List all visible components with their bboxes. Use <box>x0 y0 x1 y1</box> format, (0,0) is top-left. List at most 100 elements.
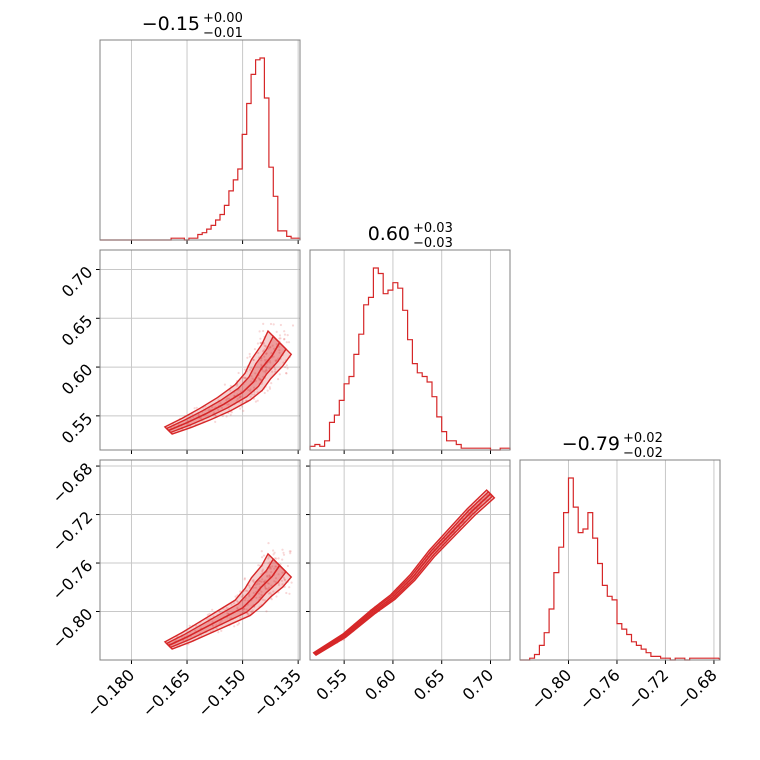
tick-label-y: −0.76 <box>48 556 96 604</box>
scatter-point <box>289 552 292 555</box>
scatter-point <box>188 624 191 627</box>
scatter-point <box>282 576 285 579</box>
scatter-point <box>249 380 253 383</box>
scatter-point <box>274 565 277 568</box>
scatter-point <box>267 557 270 560</box>
scatter-point <box>273 347 276 350</box>
panel-frame <box>309 249 511 451</box>
scatter-point <box>264 344 267 347</box>
title-minus-2: −0.02 <box>623 446 663 461</box>
scatter-point <box>278 351 281 354</box>
scatter-point <box>282 551 285 554</box>
tick-label-x: 0.70 <box>459 665 498 704</box>
density-contour-outer <box>163 329 293 435</box>
scatter-point <box>211 406 214 409</box>
density-ridge <box>314 493 492 655</box>
scatter-point <box>214 420 217 423</box>
tick-label-y: 0.65 <box>58 311 97 350</box>
scatter-point <box>208 612 211 615</box>
scatter-panel-0-1: 0.55 0.60 0.65 0.70 <box>58 249 301 454</box>
scatter-point <box>278 373 281 376</box>
scatter-point <box>257 592 261 595</box>
tick-label-y: −0.72 <box>48 507 96 555</box>
scatter-point <box>275 595 278 598</box>
scatter-point <box>264 587 267 590</box>
scatter-point <box>290 581 293 584</box>
scatter-point <box>265 352 268 356</box>
scatter-point <box>263 599 267 602</box>
scatter-point <box>264 365 267 368</box>
scatter-point <box>214 414 217 417</box>
scatter-point <box>187 422 190 425</box>
title-minus-1: −0.03 <box>413 236 453 251</box>
scatter-point <box>260 593 263 596</box>
scatter-point <box>263 580 266 583</box>
scatter-point <box>247 388 250 392</box>
scatter-point <box>281 558 284 561</box>
scatter-point <box>248 352 251 356</box>
scatter-point <box>243 577 246 580</box>
scatter-point <box>272 323 275 326</box>
scatter-point <box>271 344 274 347</box>
scatter-point <box>243 376 246 379</box>
histogram-panel-0 <box>99 39 301 244</box>
scatter-point <box>274 359 277 363</box>
scatter-point <box>288 586 291 589</box>
scatter-point <box>264 579 267 582</box>
title-param-0: −0.15 +0.00 −0.01 <box>142 11 243 41</box>
scatter-point <box>236 606 239 609</box>
scatter-point <box>253 348 256 351</box>
scatter-point <box>251 377 254 380</box>
scatter-point <box>261 556 264 559</box>
scatter-point <box>278 349 281 352</box>
scatter-point <box>248 389 252 393</box>
scatter-point <box>269 566 272 569</box>
scatter-point <box>285 341 288 344</box>
scatter-point <box>273 580 276 583</box>
scatter-point <box>194 629 197 632</box>
scatter-point <box>252 591 255 594</box>
scatter-point <box>195 406 198 409</box>
scatter-point <box>281 548 284 551</box>
scatter-point <box>240 595 243 598</box>
scatter-point <box>270 352 273 355</box>
tick-label-x: −0.76 <box>576 665 624 713</box>
scatter-point <box>248 595 251 598</box>
scatter-point <box>263 355 266 358</box>
scatter-point <box>245 608 248 611</box>
scatter-point <box>236 600 239 604</box>
scatter-point <box>283 330 286 333</box>
panel-frame <box>519 459 721 661</box>
scatter-point <box>248 584 251 587</box>
scatter-point <box>258 582 261 585</box>
scatter-point <box>261 568 265 571</box>
scatter-point <box>278 334 282 337</box>
scatter-point <box>271 370 274 373</box>
scatter-point <box>247 593 251 596</box>
scatter-point <box>280 579 284 582</box>
scatter-point <box>267 586 271 589</box>
scatter-point <box>267 562 270 565</box>
scatter-point <box>191 413 194 416</box>
scatter-point <box>263 391 266 395</box>
scatter-point <box>264 587 267 590</box>
scatter-point <box>268 386 271 389</box>
scatter-point <box>260 580 263 583</box>
scatter-point <box>265 610 268 613</box>
scatter-point <box>211 608 214 611</box>
scatter-panel-1-2: 0.55 0.60 0.65 0.70 <box>306 459 511 704</box>
scatter-point <box>275 330 278 333</box>
scatter-point <box>262 349 265 352</box>
scatter-point <box>237 371 240 375</box>
scatter-point <box>277 557 280 560</box>
scatter-point <box>258 596 261 599</box>
panel-frame <box>99 459 301 661</box>
scatter-point <box>219 402 222 405</box>
scatter-point <box>285 591 288 595</box>
scatter-point <box>255 596 258 599</box>
scatter-point <box>207 409 210 412</box>
scatter-point <box>284 366 287 369</box>
scatter-point <box>283 578 286 581</box>
scatter-point <box>243 368 246 371</box>
scatter-point <box>256 399 259 402</box>
